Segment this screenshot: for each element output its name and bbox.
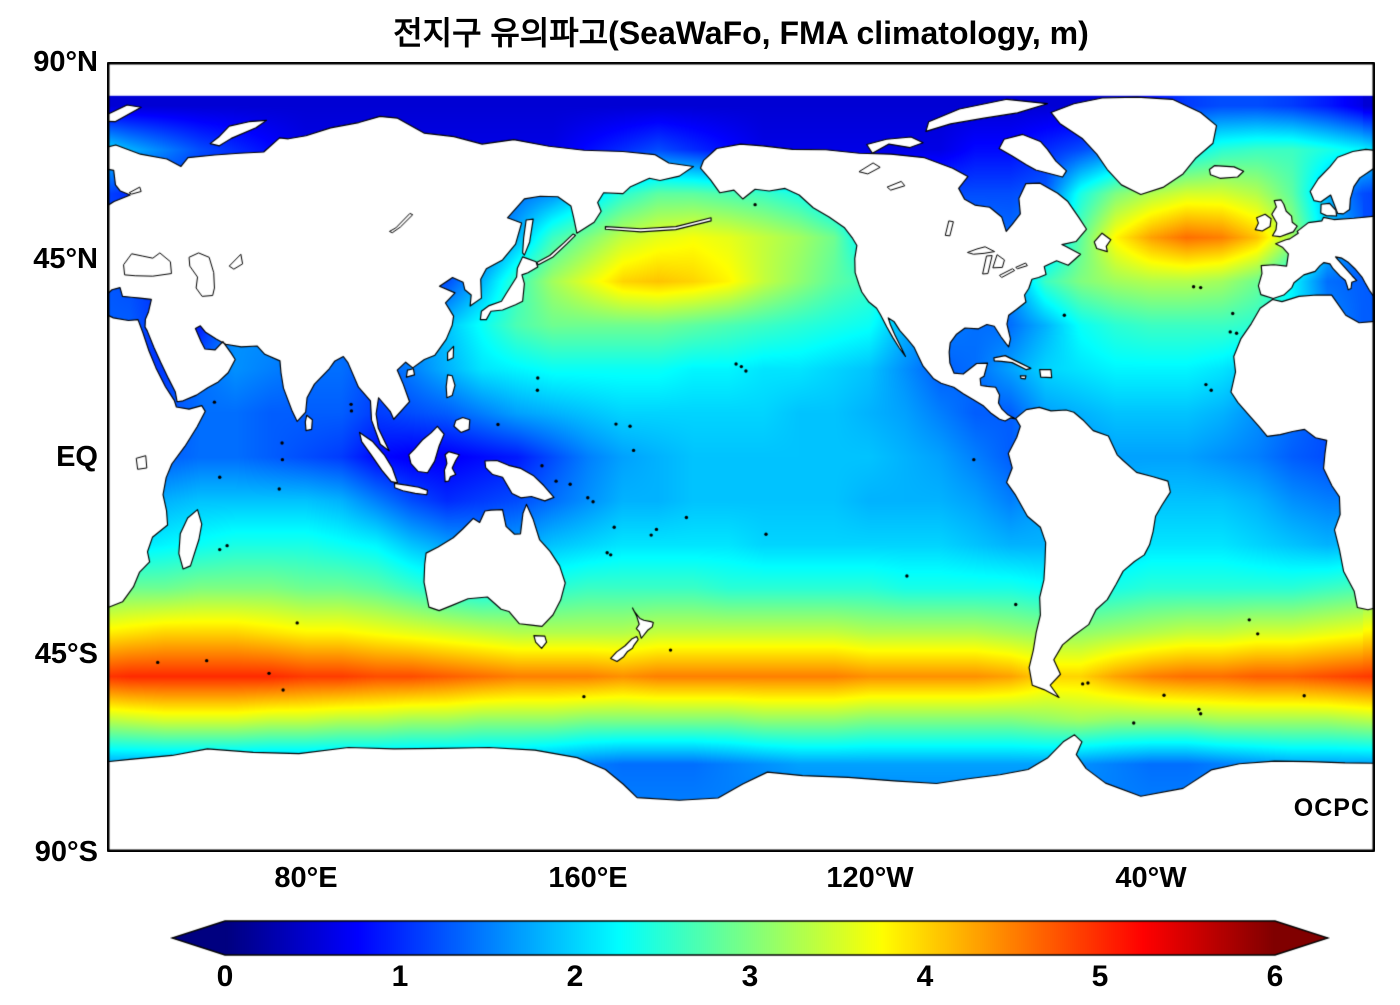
x-tick-160e: 160°E [548, 862, 628, 894]
colorbar-tick: 5 [1091, 960, 1109, 993]
y-tick-90n: 90°N [33, 46, 98, 78]
chart-title: 전지구 유의파고(SeaWaFo, FMA climatology, m) [393, 15, 1089, 51]
colorbar-tick: 4 [916, 960, 934, 993]
ocpc-logo: OCPC [1293, 794, 1370, 822]
y-tick-45s: 45°S [34, 638, 98, 670]
colorbar-tick: 6 [1266, 960, 1284, 993]
y-tick-90s: 90°S [34, 836, 98, 868]
colorbar-tick: 0 [216, 960, 234, 993]
colorbar-tick: 2 [566, 960, 584, 993]
colorbar-tick: 3 [741, 960, 759, 993]
x-tick-80e: 80°E [274, 862, 338, 894]
world-wave-height-map [107, 62, 1375, 852]
x-tick-40w: 40°W [1115, 862, 1187, 894]
colorbar-gradient [170, 918, 1330, 958]
y-tick-eq: EQ [56, 441, 98, 473]
y-tick-45n: 45°N [33, 243, 98, 275]
colorbar-tick: 1 [391, 960, 409, 993]
x-tick-120w: 120°W [826, 862, 914, 894]
